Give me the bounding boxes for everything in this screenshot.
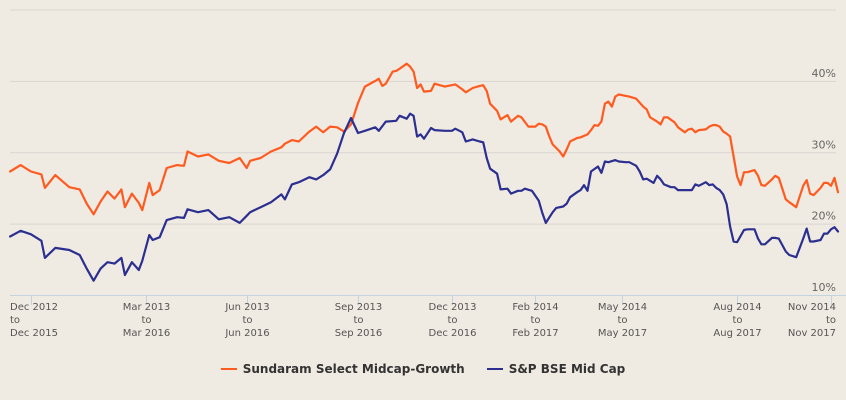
- gridlines: [10, 9, 836, 225]
- x-tick-label: Aug 2014 to Aug 2017: [713, 302, 761, 339]
- legend: Sundaram Select Midcap-Growth S&P BSE Mi…: [0, 362, 846, 376]
- series-line-benchmark[interactable]: [9, 112, 840, 282]
- x-tick-label: May 2014 to May 2017: [598, 302, 647, 339]
- legend-swatch-fund: [220, 368, 237, 370]
- x-tick-label: Dec 2012 to Dec 2015: [10, 302, 58, 339]
- legend-label-fund: Sundaram Select Midcap-Growth: [242, 362, 465, 376]
- x-tick-label: Feb 2014 to Feb 2017: [512, 302, 558, 339]
- x-tick-label: Nov 2014 to Nov 2017: [788, 302, 836, 339]
- x-tick-label: Jun 2013 to Jun 2016: [224, 302, 269, 339]
- y-tick-label: 20%: [812, 210, 836, 223]
- legend-swatch-benchmark: [486, 368, 503, 370]
- x-tick-label: Sep 2013 to Sep 2016: [335, 302, 382, 339]
- y-axis-labels: 10% 20% 30% 40%: [812, 67, 836, 294]
- legend-label-benchmark: S&P BSE Mid Cap: [508, 362, 626, 376]
- y-tick-label: 40%: [812, 67, 836, 80]
- x-axis: Dec 2012 to Dec 2015 Mar 2013 to Mar 2016 Jun …: [10, 295, 846, 339]
- x-tick-label: Dec 2013 to Dec 2016: [429, 302, 477, 339]
- legend-item-benchmark[interactable]: S&P BSE Mid Cap: [486, 362, 626, 376]
- legend-item-fund[interactable]: Sundaram Select Midcap-Growth: [220, 362, 465, 376]
- y-tick-label: 10%: [812, 281, 836, 294]
- series-lines: [9, 62, 840, 282]
- series-line-fund[interactable]: [9, 62, 840, 216]
- y-tick-label: 30%: [812, 138, 836, 151]
- x-tick-label: Mar 2013 to Mar 2016: [123, 302, 171, 339]
